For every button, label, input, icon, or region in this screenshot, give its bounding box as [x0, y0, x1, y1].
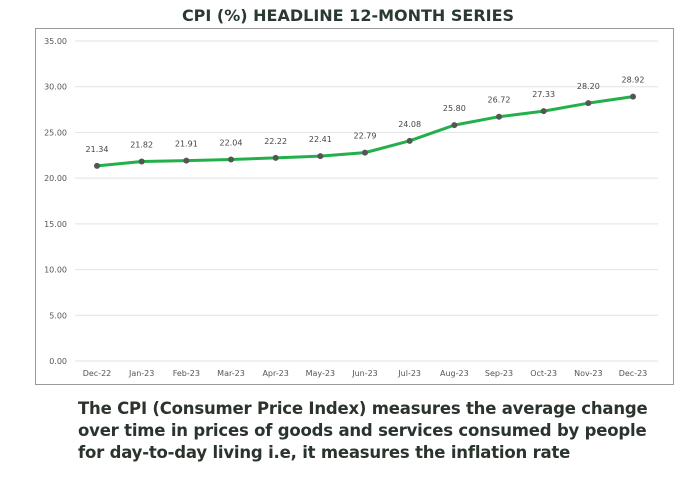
- line-chart: 0.00 5.00 10.00 15.00 20.00 25.00 30.00 35.00 De…: [35, 28, 674, 385]
- caption: The CPI (Consumer Price Index) measures …: [78, 398, 648, 464]
- data-point: [451, 122, 458, 129]
- x-tick-label: Jan-23: [128, 369, 154, 378]
- data-label: 27.33: [532, 90, 555, 99]
- data-label: 24.08: [398, 120, 421, 129]
- data-label: 22.22: [264, 137, 287, 146]
- x-tick-label: Dec-22: [83, 369, 112, 378]
- data-point: [630, 93, 636, 100]
- x-tick-label: Oct-23: [530, 369, 557, 378]
- x-tick-label: Jun-23: [351, 369, 378, 378]
- data-point: [585, 100, 592, 107]
- caption-line: for day-to-day living i.e, it measures t…: [78, 443, 571, 462]
- x-tick-label: Jul-23: [397, 369, 421, 378]
- y-tick-label: 20.00: [44, 174, 67, 183]
- x-tick-label: Aug-23: [440, 369, 469, 378]
- y-tick-label: 30.00: [44, 83, 67, 92]
- x-tick-label: Nov-23: [574, 369, 602, 378]
- y-tick-label: 5.00: [49, 311, 67, 320]
- data-point: [183, 157, 190, 164]
- data-point: [540, 108, 547, 115]
- x-tick-label: Dec-23: [619, 369, 648, 378]
- data-label: 25.80: [443, 104, 466, 113]
- data-point: [228, 156, 234, 163]
- data-point: [362, 149, 368, 156]
- data-point: [406, 137, 413, 144]
- data-point: [272, 154, 279, 161]
- data-point: [496, 113, 502, 120]
- caption-line: The CPI (Consumer Price Index) measures …: [78, 399, 648, 418]
- y-tick-label: 10.00: [44, 266, 67, 275]
- chart-title: CPI (%) HEADLINE 12-MONTH SERIES: [181, 6, 515, 25]
- chart-border: [35, 28, 674, 385]
- data-label: 28.20: [577, 82, 600, 91]
- data-label: 21.82: [130, 141, 153, 150]
- y-tick-label: 25.00: [44, 128, 67, 137]
- data-point: [317, 153, 324, 160]
- caption-line: over time in prices of goods and service…: [78, 421, 647, 440]
- y-tick-label: 35.00: [44, 37, 67, 46]
- data-point: [138, 158, 145, 165]
- x-tick-label: May-23: [306, 369, 335, 378]
- data-label: 26.72: [488, 96, 511, 105]
- data-point: [94, 162, 100, 169]
- y-tick-label: 0.00: [49, 357, 67, 366]
- x-tick-label: Sep-23: [485, 369, 513, 378]
- y-tick-label: 15.00: [44, 220, 67, 229]
- x-tick-label: Mar-23: [217, 369, 245, 378]
- data-label: 22.04: [220, 138, 243, 147]
- data-label: 21.91: [175, 140, 198, 149]
- data-label: 21.34: [86, 145, 109, 154]
- data-label: 22.41: [309, 135, 332, 144]
- x-tick-label: Apr-23: [262, 369, 288, 378]
- data-label: 22.79: [354, 132, 377, 141]
- data-label: 28.92: [622, 76, 645, 85]
- x-tick-label: Feb-23: [173, 369, 200, 378]
